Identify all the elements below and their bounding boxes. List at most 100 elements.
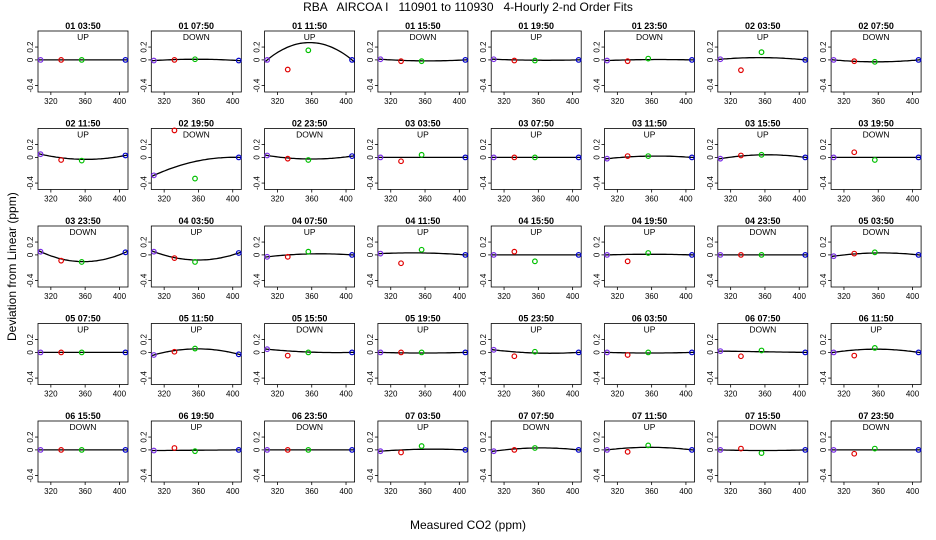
data-point (284, 352, 291, 359)
y-tick-label: 0 (706, 252, 715, 257)
direction-label: DOWN (863, 227, 890, 237)
data-point (717, 251, 724, 258)
data-point (624, 258, 631, 265)
panel-frame (377, 128, 469, 190)
data-point (150, 172, 157, 179)
x-tick-label: 360 (192, 195, 206, 204)
panel-frame (150, 225, 242, 288)
y-tick-label: 0.2 (593, 431, 602, 443)
y-tick-label: 0 (26, 57, 35, 62)
x-tick-label: 360 (418, 487, 432, 496)
x-tick-label: 360 (192, 487, 206, 496)
x-tick-label: 400 (226, 97, 240, 106)
data-point (871, 345, 878, 351)
chart-title: RBA AIRCOA I 110901 to 110930 4-Hourly 2… (303, 0, 633, 14)
data-point (349, 251, 355, 258)
y-tick-label: 0.2 (819, 333, 828, 345)
y-tick-label: -0.4 (26, 371, 35, 385)
data-point (398, 260, 404, 267)
data-point (418, 58, 425, 65)
x-tick-label: 400 (679, 487, 693, 496)
data-point (851, 58, 858, 65)
x-tick-label: 320 (157, 97, 171, 106)
y-tick-label: -0.4 (253, 273, 262, 287)
panel-title: 07 03:50 (405, 411, 441, 421)
x-tick-label: 360 (305, 292, 319, 301)
y-tick-label: -0.4 (819, 468, 828, 482)
y-tick-label: 0 (593, 447, 602, 452)
x-tick-label: 360 (305, 390, 319, 399)
fit-curve (377, 448, 468, 453)
y-tick-label: 0 (366, 57, 375, 62)
y-tick-label: 0 (593, 350, 602, 355)
fit-curve (604, 58, 695, 62)
x-tick-label: 360 (872, 390, 886, 399)
x-tick-label: 320 (384, 390, 398, 399)
data-point (575, 56, 582, 63)
x-tick-label: 320 (837, 487, 851, 496)
panel-title: 03 03:50 (405, 119, 441, 129)
panel-title: 06 11:50 (859, 314, 894, 324)
data-point (645, 250, 652, 256)
data-point (830, 56, 837, 63)
x-tick-label: 360 (532, 487, 546, 496)
y-tick-label: 0.2 (593, 333, 602, 345)
y-tick-label: 0 (479, 350, 488, 355)
x-tick-label: 320 (157, 292, 171, 301)
panel-title: 04 07:50 (292, 216, 328, 226)
data-point (462, 349, 469, 356)
data-point (915, 251, 922, 258)
data-point (377, 349, 384, 356)
y-tick-label: -0.4 (253, 468, 262, 482)
panel-frame (604, 323, 695, 385)
y-tick-label: 0 (366, 155, 375, 160)
y-tick-label: 0.2 (366, 138, 375, 150)
y-tick-label: -0.4 (706, 468, 715, 482)
data-point (758, 347, 765, 354)
data-point (802, 251, 809, 258)
y-tick-label: 0 (366, 252, 375, 257)
y-tick-label: -0.4 (593, 176, 602, 190)
data-point (305, 157, 312, 163)
panel-frame (830, 30, 922, 93)
y-tick-label: -0.4 (139, 468, 148, 482)
x-tick-label: 320 (497, 487, 511, 496)
panel-title: 06 07:50 (745, 314, 781, 324)
data-point (645, 349, 652, 356)
data-point (398, 449, 404, 456)
panel-frame (830, 323, 922, 385)
y-tick-label: 0 (819, 57, 828, 62)
data-point (532, 348, 538, 355)
x-tick-label: 400 (113, 195, 127, 204)
data-point (871, 249, 878, 256)
panel-frame (717, 323, 809, 385)
x-tick-label: 320 (44, 97, 58, 106)
x-tick-label: 360 (192, 292, 206, 301)
data-point (830, 154, 837, 161)
data-point (830, 349, 837, 356)
direction-label: DOWN (749, 422, 776, 432)
panel-frame (377, 225, 469, 288)
data-point (915, 446, 922, 453)
panel-title: 07 07:50 (518, 411, 554, 421)
data-point (377, 154, 384, 161)
y-tick-label: -0.4 (253, 176, 262, 190)
x-tick-label: 400 (453, 390, 467, 399)
x-tick-label: 320 (724, 487, 738, 496)
y-tick-label: 0 (819, 350, 828, 355)
y-tick-label: 0 (706, 155, 715, 160)
y-tick-label: 0 (139, 155, 148, 160)
fit-curve (717, 449, 808, 452)
data-point (58, 446, 65, 453)
x-tick-label: 320 (271, 487, 285, 496)
panel-frame (37, 225, 129, 288)
x-tick-label: 320 (44, 390, 58, 399)
x-tick-label: 400 (113, 390, 127, 399)
y-tick-label: -0.4 (26, 78, 35, 92)
data-point (738, 67, 744, 74)
